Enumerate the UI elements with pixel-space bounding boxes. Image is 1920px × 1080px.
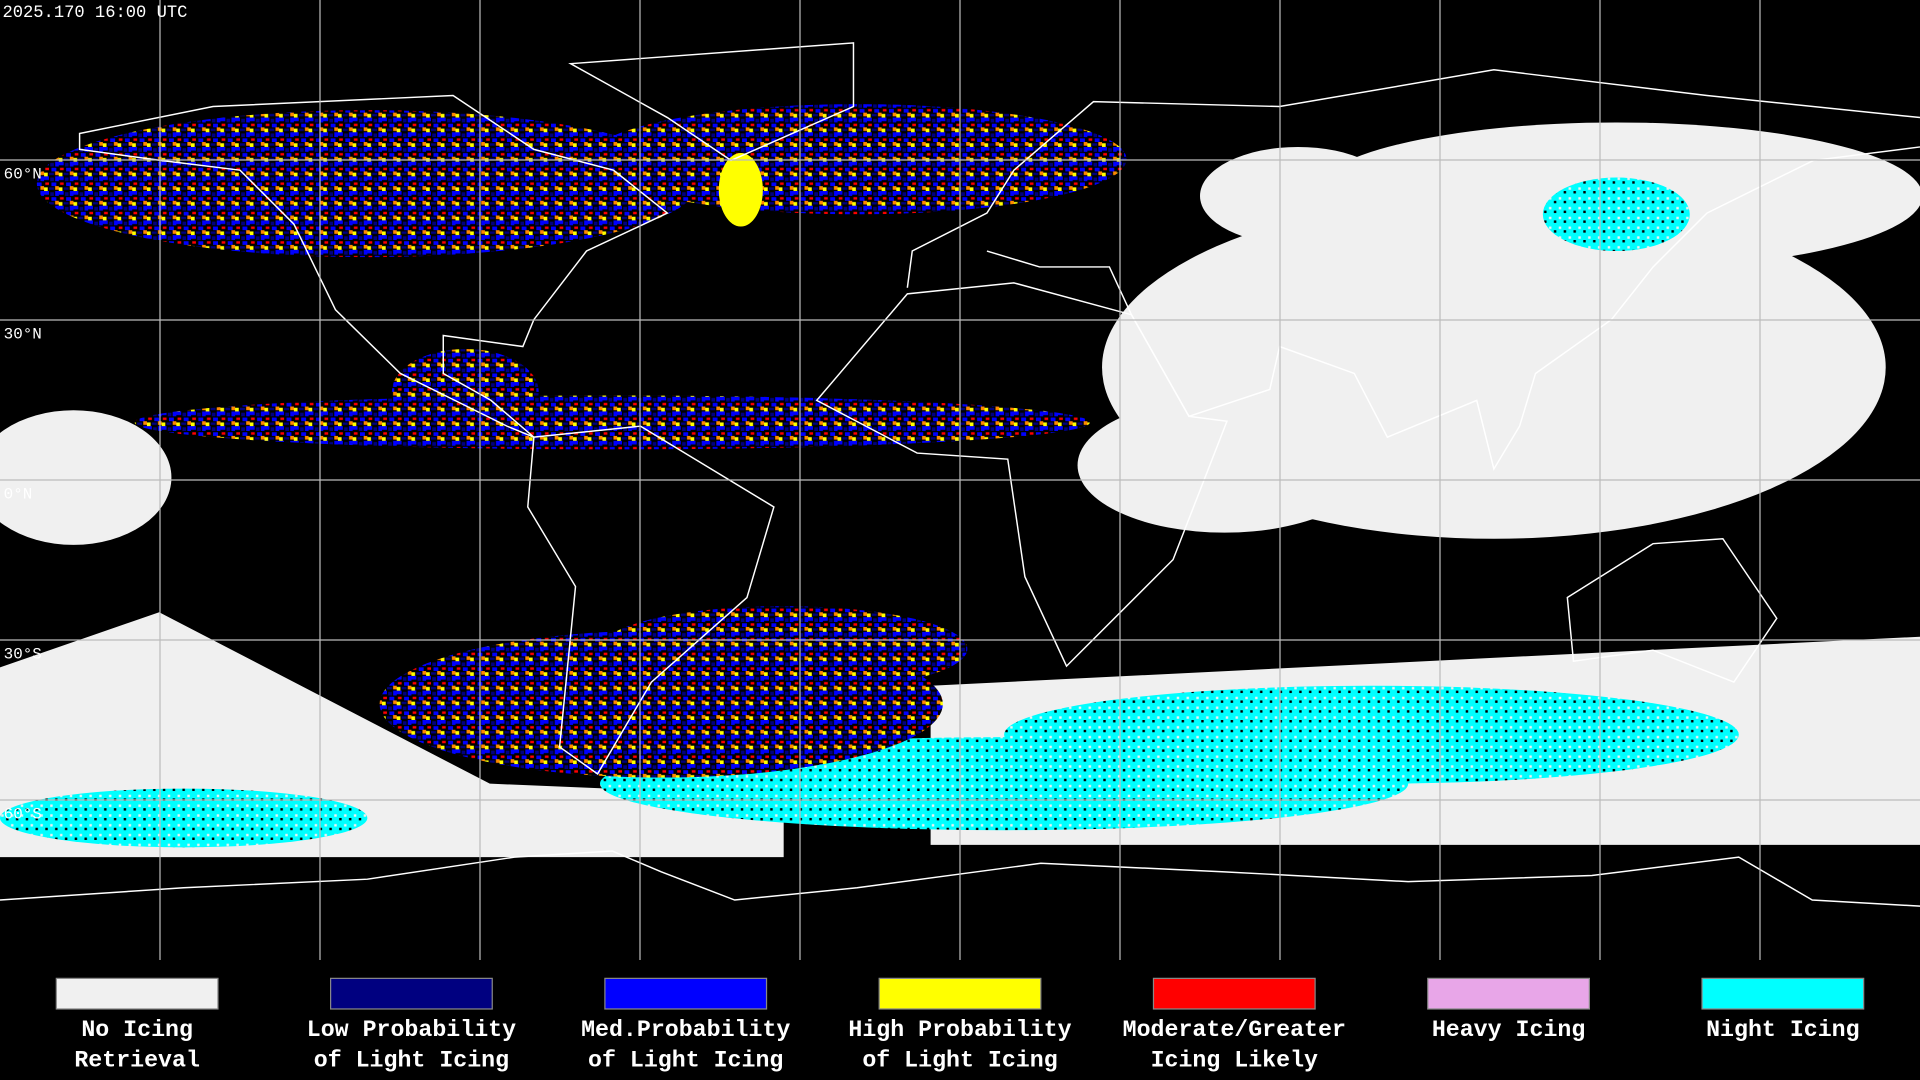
- legend-label: Icing Likely: [1151, 1048, 1318, 1074]
- latitude-label: 30°S: [4, 645, 42, 663]
- icing-area: [587, 104, 1127, 215]
- legend-label: of Light Icing: [862, 1048, 1057, 1074]
- legend-swatch: [1701, 977, 1865, 1010]
- legend-swatch: [1152, 977, 1316, 1010]
- cloud-areas: [0, 104, 1920, 858]
- legend-label: Low Probability: [307, 1017, 516, 1043]
- latitude-label: 60°S: [4, 805, 42, 823]
- timestamp: 2025.170 16:00 UTC: [2, 4, 187, 23]
- coastline: [0, 850, 1920, 907]
- legend-label: No Icing: [81, 1017, 193, 1043]
- legend-label: Med.Probability: [581, 1017, 790, 1043]
- coastline: [78, 94, 669, 438]
- coastline: [1566, 538, 1778, 683]
- graticule: 60°N 30°N 0°N 30°S 60°S: [0, 0, 1920, 960]
- icing-area: [36, 110, 698, 258]
- legend-label: Retrieval: [74, 1048, 200, 1074]
- legend-label: Moderate/Greater: [1123, 1017, 1346, 1043]
- legend-label: of Light Icing: [314, 1048, 509, 1074]
- latitude-label: 0°N: [4, 485, 33, 503]
- coastline: [986, 146, 1920, 471]
- legend-swatch: [55, 977, 219, 1010]
- icing-area: [600, 606, 968, 692]
- night-icing-area: [0, 788, 368, 848]
- latitude-label: 30°N: [4, 325, 42, 343]
- no-icing-area: [1200, 146, 1396, 245]
- coastline: [568, 42, 855, 162]
- legend-swatch: [878, 977, 1042, 1010]
- icing-area: [718, 153, 763, 227]
- coastline: [815, 282, 1228, 668]
- no-icing-area: [0, 410, 172, 545]
- legend-swatch: [1427, 977, 1590, 1010]
- night-icing-area: [1542, 177, 1690, 252]
- legend-label: High Probability: [848, 1017, 1071, 1043]
- legend-label: Heavy Icing: [1432, 1017, 1585, 1043]
- legend-label: of Light Icing: [588, 1048, 783, 1074]
- latitude-label: 60°N: [4, 165, 42, 183]
- no-icing-area: [1077, 397, 1372, 533]
- icing-area: [391, 348, 539, 435]
- legend-swatch: [604, 977, 768, 1010]
- legend: No Icing Retrieval Low Probability of Light…: [55, 977, 1865, 1074]
- coastline: [527, 425, 775, 775]
- coastline: [906, 69, 1920, 288]
- coastlines: [0, 42, 1920, 907]
- icing-area: [134, 395, 1090, 450]
- night-icing-area: [1004, 685, 1739, 784]
- legend-swatch: [330, 977, 493, 1010]
- legend-label: Night Icing: [1706, 1017, 1859, 1043]
